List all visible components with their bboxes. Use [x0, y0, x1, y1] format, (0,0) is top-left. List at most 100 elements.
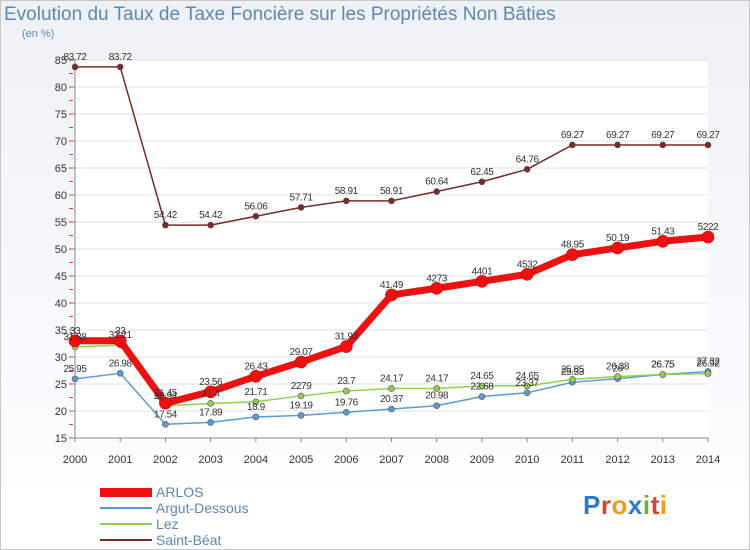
x-tick-label: 2007: [379, 454, 403, 466]
data-point-saint-b-at: [297, 204, 305, 211]
data-label-saint-b-at: 62.45: [470, 167, 494, 178]
data-label-saint-b-at: 54.42: [154, 210, 178, 221]
data-point-saint-b-at: [659, 141, 667, 149]
data-point-argut-dessous: [71, 375, 79, 383]
data-label-lez: 26.75: [651, 360, 675, 371]
data-point-argut-dessous: [162, 420, 169, 428]
x-tick-label: 2009: [470, 454, 494, 466]
x-tick-label: 2010: [515, 454, 539, 466]
logo-letter: P: [583, 490, 601, 520]
data-label-saint-b-at: 69.27: [651, 130, 675, 141]
y-tick-label: 70: [55, 136, 67, 148]
y-tick-label: 80: [55, 82, 67, 94]
data-point-arlos: [656, 234, 670, 248]
data-point-saint-b-at: [207, 221, 214, 229]
x-tick-label: 2002: [153, 454, 177, 466]
data-label-argut-dessous: 19.19: [290, 400, 314, 411]
data-point-saint-b-at: [162, 221, 169, 229]
data-label-saint-b-at: 58.91: [335, 186, 359, 197]
data-label-argut-dessous: 20.98: [425, 391, 449, 402]
x-tick-label: 2001: [108, 454, 132, 466]
proxiti-logo: Proxiti: [583, 490, 667, 521]
data-label-lez: 25.85: [561, 364, 585, 375]
data-point-arlos: [339, 340, 353, 353]
data-label-argut-dessous: 26.98: [109, 358, 133, 369]
data-point-arlos: [204, 385, 217, 399]
data-point-lez: [704, 370, 712, 377]
data-label-arlos: 31.93: [335, 332, 359, 343]
data-point-arlos: [385, 288, 398, 302]
data-label-lez: 20.94: [154, 391, 178, 402]
y-tick-label: 35: [55, 325, 67, 337]
data-label-saint-b-at: 60.64: [425, 177, 449, 188]
data-label-argut-dessous: 27.32: [696, 356, 720, 367]
data-label-arlos: 26.43: [244, 361, 268, 372]
data-point-lez: [207, 400, 214, 407]
data-label-arlos: 21.45: [154, 388, 178, 399]
legend-swatch: [100, 523, 152, 525]
data-label-arlos: 33: [115, 326, 126, 337]
chart-title: Evolution du Taux de Taxe Foncière sur l…: [4, 4, 556, 25]
x-tick-label: 2013: [651, 454, 675, 466]
data-point-arlos: [566, 248, 579, 261]
data-point-saint-b-at: [71, 63, 79, 71]
data-point-lez: [252, 398, 260, 406]
logo-letter: i: [659, 490, 668, 520]
y-tick-label: 20: [55, 406, 67, 418]
legend-swatch: [100, 487, 152, 497]
data-point-argut-dessous: [388, 405, 395, 413]
legend-label: ARLOS: [156, 484, 204, 500]
x-tick-label: 2003: [198, 454, 222, 466]
data-label-lez: 26.38: [606, 362, 630, 373]
data-point-argut-dessous: [433, 402, 441, 410]
x-tick-label: 2014: [696, 454, 720, 466]
data-point-argut-dessous: [342, 408, 350, 416]
data-label-argut-dessous: 26: [612, 364, 623, 375]
data-label-lez: 31.88: [63, 332, 87, 343]
data-point-arlos: [475, 275, 489, 288]
data-label-arlos: 48.95: [561, 240, 585, 251]
y-tick-label: 85: [55, 55, 67, 67]
data-point-lez: [342, 387, 350, 395]
logo-letter: r: [600, 490, 612, 520]
data-point-lez: [569, 376, 576, 383]
data-label-lez: 24.17: [425, 373, 449, 384]
data-label-arlos: 4273: [426, 273, 447, 284]
data-point-arlos: [68, 334, 82, 348]
y-tick-label: 25: [55, 379, 67, 391]
data-point-arlos: [430, 281, 444, 295]
data-point-lez: [297, 392, 305, 400]
data-point-argut-dessous: [523, 389, 531, 397]
data-label-saint-b-at: 69.27: [696, 130, 720, 141]
x-tick-label: 2005: [289, 454, 313, 466]
data-point-saint-b-at: [614, 141, 621, 149]
data-label-arlos: 33: [70, 326, 81, 337]
data-label-arlos: 50.19: [606, 233, 630, 244]
data-label-lez: 23.7: [337, 376, 356, 387]
data-label-lez: 2279: [291, 381, 312, 392]
data-point-argut-dessous: [478, 393, 486, 400]
data-point-saint-b-at: [252, 212, 260, 220]
y-tick-label: 75: [55, 109, 67, 121]
data-point-saint-b-at: [569, 141, 576, 149]
data-label-arlos: 4532: [517, 259, 538, 270]
data-point-lez: [388, 385, 395, 392]
data-label-saint-b-at: 69.27: [606, 130, 630, 141]
data-label-argut-dessous: 23.37: [516, 378, 540, 389]
x-tick-label: 2012: [605, 454, 629, 466]
data-point-arlos: [520, 267, 534, 281]
data-label-saint-b-at: 69.27: [561, 130, 585, 141]
data-point-saint-b-at: [433, 188, 441, 195]
y-tick-label: 60: [55, 190, 67, 202]
data-label-arlos: 23.56: [199, 377, 223, 388]
data-point-argut-dessous: [252, 413, 260, 421]
data-label-saint-b-at: 83.72: [109, 52, 133, 63]
data-label-arlos: 4401: [472, 266, 493, 277]
data-point-arlos: [701, 230, 715, 244]
data-point-argut-dessous: [297, 412, 305, 419]
logo-letter: o: [611, 490, 628, 520]
data-label-saint-b-at: 64.76: [516, 154, 540, 165]
y-tick-label: 40: [55, 298, 67, 310]
data-point-argut-dessous: [207, 419, 214, 426]
